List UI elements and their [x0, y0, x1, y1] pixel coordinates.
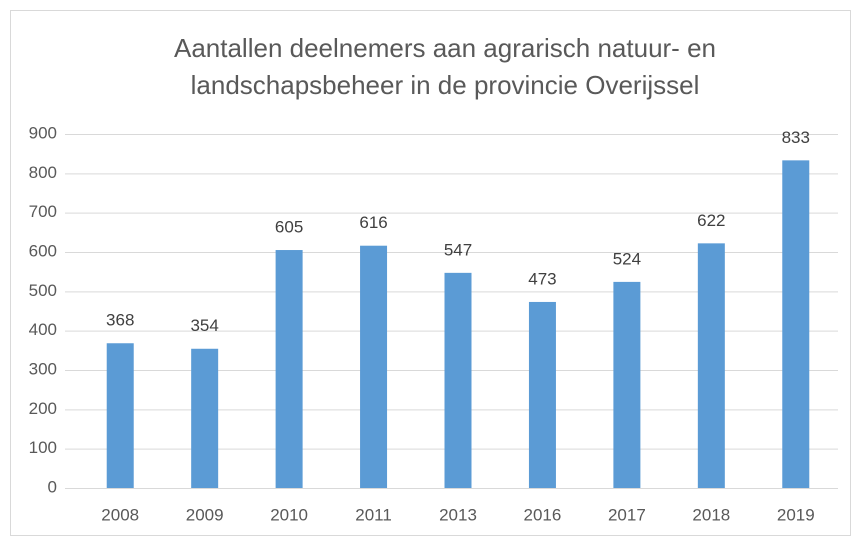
y-tick-label: 300 — [29, 359, 57, 378]
x-tick-label: 2018 — [692, 505, 730, 524]
y-tick-label: 900 — [29, 123, 57, 142]
data-label: 622 — [697, 211, 725, 230]
chart-title: landschapsbeheer in de provincie Overijs… — [191, 70, 700, 100]
bar — [106, 343, 134, 488]
y-tick-label: 800 — [29, 163, 57, 182]
bar — [528, 301, 556, 488]
bar — [275, 250, 303, 488]
y-tick-label: 400 — [29, 320, 57, 339]
y-tick-label: 600 — [29, 241, 57, 260]
x-tick-label: 2017 — [608, 505, 646, 524]
y-tick-label: 0 — [48, 477, 57, 496]
bar — [782, 160, 810, 488]
data-label: 354 — [190, 316, 218, 335]
x-tick-label: 2019 — [777, 505, 815, 524]
y-tick-label: 500 — [29, 281, 57, 300]
data-label: 524 — [613, 249, 641, 268]
x-tick-label: 2011 — [355, 505, 392, 524]
bar — [360, 245, 388, 488]
data-label: 547 — [444, 240, 472, 259]
bar — [697, 243, 725, 488]
y-tick-label: 700 — [29, 202, 57, 221]
y-tick-label: 200 — [29, 399, 57, 418]
data-label: 605 — [275, 218, 303, 237]
x-tick-label: 2013 — [439, 505, 477, 524]
bar — [444, 272, 472, 488]
data-label: 473 — [528, 269, 556, 288]
data-label: 616 — [359, 213, 387, 232]
x-tick-label: 2016 — [524, 505, 562, 524]
data-label: 368 — [106, 311, 134, 330]
chart-title: Aantallen deelnemers aan agrarisch natuu… — [174, 33, 716, 63]
bar — [191, 348, 219, 488]
x-tick-label: 2009 — [186, 505, 224, 524]
y-tick-label: 100 — [29, 438, 57, 457]
x-tick-label: 2010 — [270, 505, 308, 524]
bar — [613, 281, 641, 488]
x-tick-label: 2008 — [101, 505, 139, 524]
data-label: 833 — [782, 128, 810, 147]
